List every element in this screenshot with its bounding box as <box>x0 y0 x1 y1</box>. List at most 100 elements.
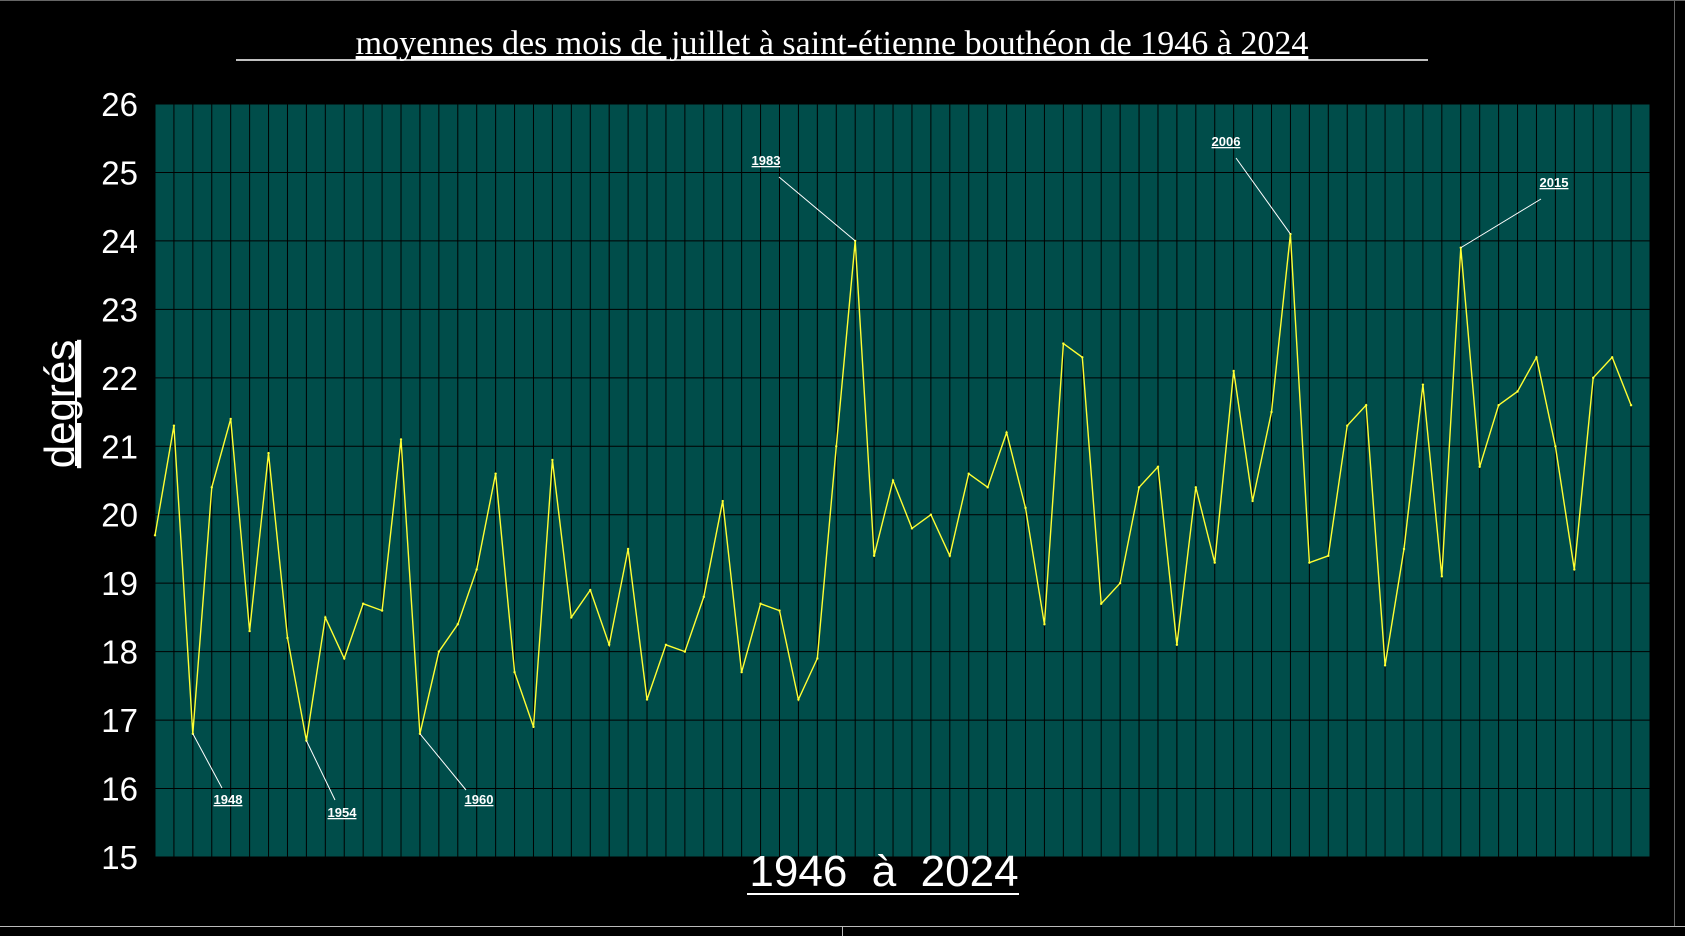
data-point <box>267 451 270 455</box>
data-point <box>1516 390 1519 393</box>
data-point <box>532 725 535 729</box>
annotation-label-1960: 1960 <box>465 792 494 807</box>
frame-right-border <box>1674 0 1675 926</box>
data-point <box>1175 643 1179 646</box>
annotation-leader-line <box>778 176 856 242</box>
annotation-leader-line <box>419 733 467 791</box>
data-point <box>1573 568 1576 571</box>
y-axis-tick-labels: 15 16 17 18 19 20 21 22 23 24 25 26 <box>101 86 138 876</box>
data-point <box>1478 465 1481 469</box>
chart-title: moyennes des mois de juillet à saint-éti… <box>356 25 1309 62</box>
data-point <box>891 479 895 482</box>
y-tick-label: 20 <box>101 497 138 534</box>
data-point <box>1308 561 1311 564</box>
data-point <box>1005 431 1008 434</box>
data-point <box>1327 554 1330 557</box>
year-annotations: 1948 1954 1960 1983 2006 2015 <box>192 134 1569 820</box>
x-axis-label: 1946 à 2024 <box>749 847 1018 896</box>
data-point <box>570 616 573 619</box>
data-point <box>475 568 478 571</box>
data-point <box>1383 664 1387 667</box>
data-point <box>778 609 781 612</box>
y-tick-label: 21 <box>101 428 138 465</box>
data-point <box>740 670 743 674</box>
data-point <box>1270 410 1273 414</box>
data-point <box>1137 486 1141 489</box>
data-point <box>759 602 762 605</box>
data-point <box>797 698 800 701</box>
data-point <box>1610 356 1614 359</box>
data-point <box>1251 499 1254 503</box>
data-point <box>967 472 970 475</box>
data-point <box>172 424 176 427</box>
data-point <box>1421 383 1425 386</box>
data-point <box>361 602 365 605</box>
data-point <box>153 534 157 537</box>
data-point <box>248 629 251 633</box>
data-point <box>494 472 497 475</box>
data-point <box>1440 575 1444 578</box>
y-tick-label: 18 <box>101 634 138 671</box>
data-point <box>816 657 819 660</box>
y-tick-label: 16 <box>101 771 138 808</box>
data-point <box>1232 369 1235 373</box>
y-tick-label: 15 <box>101 839 138 876</box>
data-point <box>324 616 327 619</box>
data-point <box>1592 376 1595 380</box>
data-point <box>626 547 630 551</box>
data-point <box>1535 356 1538 359</box>
data-point <box>343 657 346 660</box>
data-point <box>513 670 516 674</box>
y-tick-label: 17 <box>101 702 138 739</box>
data-point <box>1497 404 1500 407</box>
annotation-label-1954: 1954 <box>328 805 358 820</box>
data-point <box>1118 581 1122 585</box>
data-point <box>702 595 705 599</box>
data-point <box>1346 424 1349 427</box>
data-point <box>1100 602 1103 605</box>
data-point <box>645 698 649 701</box>
annotation-label-1948: 1948 <box>214 792 243 807</box>
y-tick-label: 19 <box>101 565 138 602</box>
data-point <box>1062 342 1065 345</box>
data-point <box>835 445 838 448</box>
data-point <box>589 588 592 592</box>
data-point <box>929 513 933 516</box>
data-point <box>229 417 232 421</box>
data-point <box>664 643 668 646</box>
data-point <box>399 438 403 441</box>
data-point <box>607 643 611 646</box>
data-point <box>910 527 914 530</box>
data-points <box>153 232 1633 742</box>
data-point <box>872 554 876 557</box>
data-point <box>1194 486 1198 489</box>
data-point <box>1402 547 1406 551</box>
data-point <box>1043 623 1046 626</box>
data-point <box>1024 506 1027 510</box>
y-tick-label: 22 <box>101 360 138 397</box>
annotation-label-1983: 1983 <box>752 153 781 168</box>
data-point <box>986 486 989 489</box>
data-point <box>1156 465 1160 469</box>
annotation-leader-line <box>1460 198 1542 249</box>
plot-area <box>155 104 1650 857</box>
y-tick-label: 23 <box>101 291 138 328</box>
annotation-leader-line <box>192 733 223 789</box>
annotation-label-2006: 2006 <box>1212 134 1241 149</box>
data-point <box>948 554 952 557</box>
frame-top-border <box>0 0 1685 1</box>
data-point <box>210 486 213 489</box>
y-tick-label: 24 <box>101 223 138 260</box>
data-point <box>437 650 441 653</box>
annotation-leader-line <box>305 740 336 801</box>
annotation-leader-line <box>1235 157 1291 235</box>
data-point <box>286 636 289 640</box>
annotation-label-2015: 2015 <box>1540 175 1569 190</box>
data-point <box>683 650 687 653</box>
data-point <box>1081 356 1084 359</box>
y-tick-label: 26 <box>101 86 138 123</box>
data-point <box>380 609 384 612</box>
data-point <box>721 499 724 503</box>
data-point <box>1629 404 1633 407</box>
